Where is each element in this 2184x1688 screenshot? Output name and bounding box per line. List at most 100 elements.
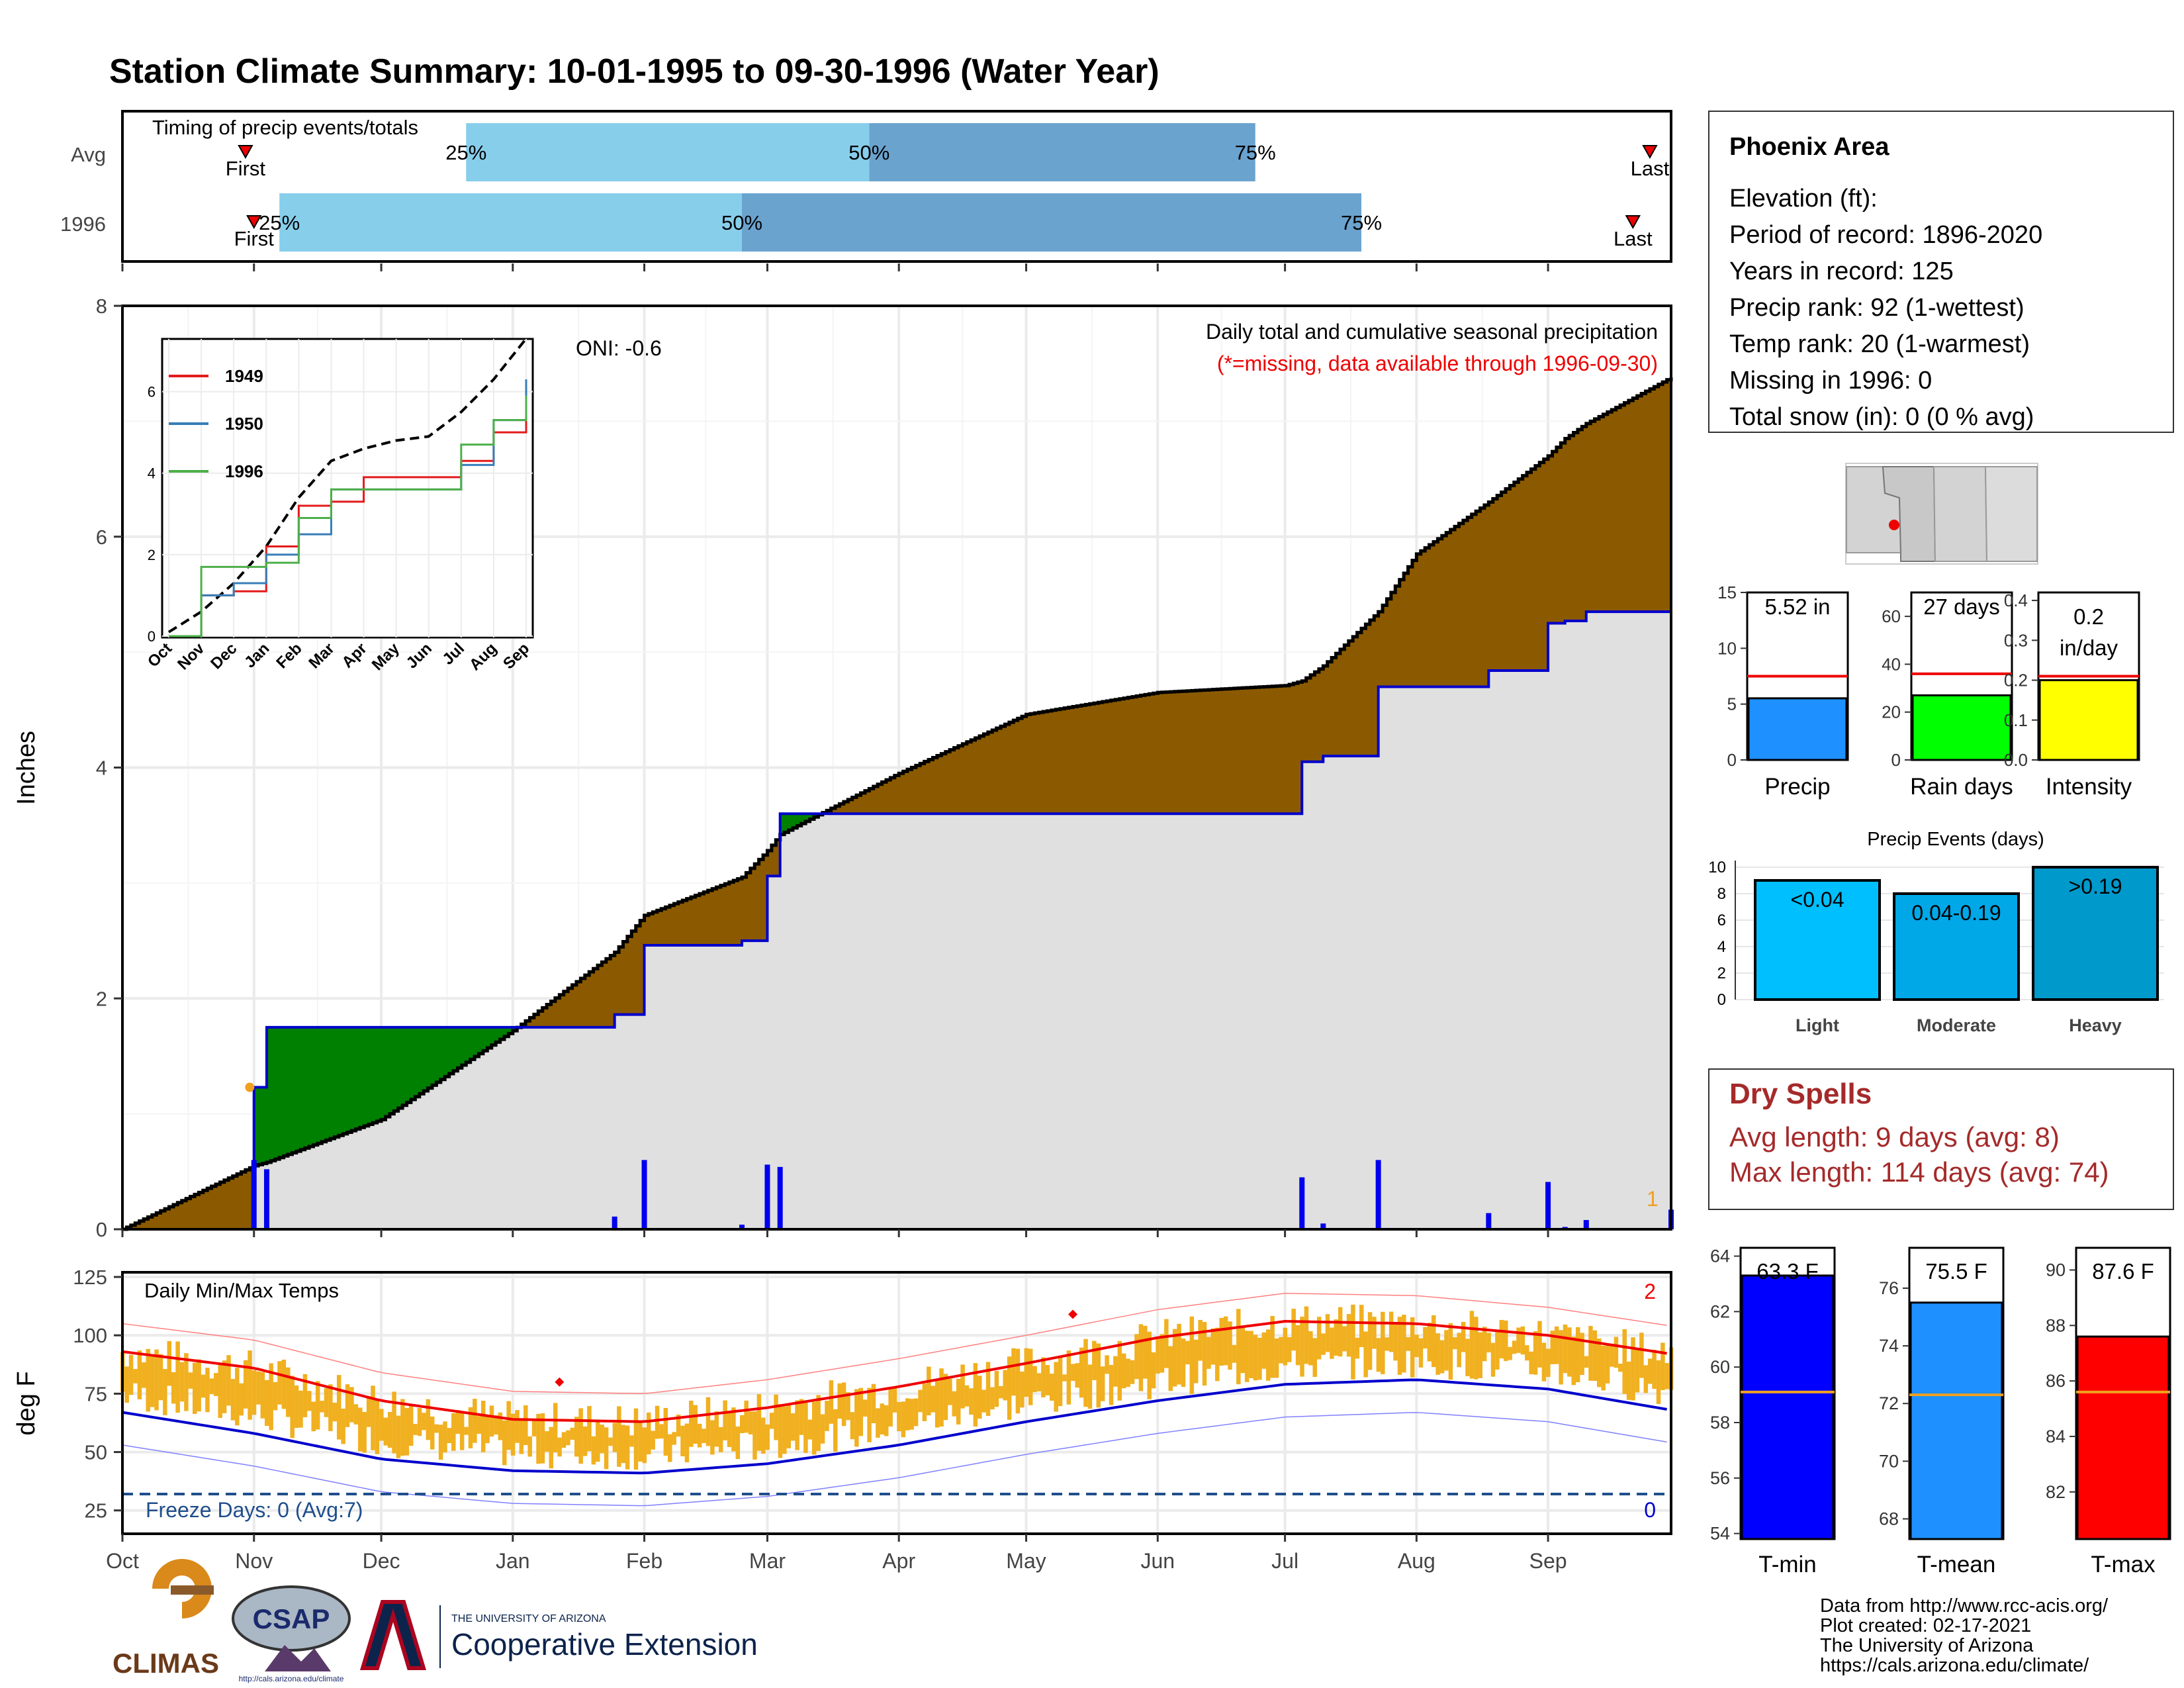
daily-temp-range-bar [1265, 1329, 1271, 1381]
mini-bar-value-label: 5.52 in [1764, 594, 1830, 619]
month-label: Sep [1529, 1549, 1567, 1573]
info-frame [1708, 111, 2174, 433]
daily-temp-range-bar [807, 1419, 813, 1440]
timing-1996-first-marker-icon [246, 215, 262, 230]
daily-temp-range-bar [498, 1412, 503, 1440]
events-bar-label: Light [1796, 1015, 1839, 1035]
daily-temp-range-bar [1096, 1343, 1101, 1408]
daily-temp-range-bar [642, 1427, 647, 1464]
mini-bar-precip [1747, 697, 1848, 761]
daily-temp-range-bar [1559, 1330, 1563, 1385]
daily-temp-range-bar [477, 1416, 482, 1434]
daily-temp-range-bar [693, 1405, 698, 1444]
daily-temp-range-bar [1622, 1329, 1627, 1394]
daily-temp-range-bar [1414, 1335, 1419, 1358]
daily-temp-range-bar [302, 1374, 308, 1417]
daily-temp-range-bar [1151, 1352, 1156, 1389]
daily-temp-range-bar [752, 1411, 757, 1460]
map-station-marker [1889, 520, 1899, 530]
daily-temp-range-bar [1160, 1334, 1165, 1373]
daily-temp-range-bar [888, 1388, 893, 1427]
daily-temp-range-bar [205, 1368, 210, 1413]
daily-temp-range-bar [1499, 1319, 1504, 1359]
events-ytick-label: 2 [1717, 964, 1726, 982]
daily-temp-range-bar [455, 1410, 460, 1434]
dry-avg-length: Avg length: 9 days (avg: 8) [1729, 1121, 2060, 1152]
month-label: May [1006, 1549, 1046, 1573]
mini-bar-label: Precip [1764, 774, 1830, 800]
timing-1996-pct-label: 25% [259, 211, 300, 234]
daily-temp-range-bar [1020, 1371, 1024, 1408]
daily-temp-range-bar [994, 1370, 999, 1407]
daily-temp-range-bar [485, 1415, 490, 1444]
daily-temp-range-bar [829, 1380, 834, 1424]
daily-temp-range-bar [1410, 1317, 1415, 1378]
daily-temp-range-bar [1342, 1326, 1347, 1352]
month-label: Apr [882, 1549, 915, 1573]
daily-temp-range-bar [1406, 1337, 1411, 1351]
daily-temp-range-bar [142, 1362, 146, 1388]
daily-temp-range-bar [404, 1407, 410, 1456]
daily-temp-range-bar [617, 1406, 621, 1467]
daily-temp-range-bar [927, 1366, 931, 1416]
inset-ytick-label: 0 [148, 628, 156, 645]
info-line: Precip rank: 92 (1-wettest) [1729, 294, 2025, 322]
daily-temp-range-bar [192, 1362, 197, 1415]
daily-temp-range-bar [1283, 1327, 1288, 1366]
precip-header: Daily total and cumulative seasonal prec… [1206, 320, 1658, 344]
daily-temp-range-bar [154, 1349, 159, 1411]
daily-temp-range-bar [557, 1437, 562, 1457]
daily-temp-range-bar [901, 1401, 906, 1438]
oni-label: ONI: -0.6 [576, 336, 662, 360]
daily-temp-range-bar [943, 1374, 948, 1421]
timing-1996-first-label: First [234, 227, 275, 250]
daily-temp-range-bar [1058, 1356, 1063, 1407]
daily-temp-range-bar [1126, 1358, 1130, 1387]
daily-temp-range-bar [307, 1391, 312, 1411]
daily-temp-range-bar [939, 1368, 944, 1427]
daily-temp-range-bar [1177, 1323, 1181, 1385]
daily-temp-range-bar [1228, 1321, 1232, 1370]
daily-temp-range-bar [239, 1383, 244, 1416]
events-bar-label: Moderate [1917, 1015, 1996, 1035]
daily-temp-range-bar [366, 1395, 371, 1427]
temp-bar-label: T-min [1758, 1552, 1817, 1577]
daily-temp-range-bar [163, 1369, 167, 1415]
daily-temp-range-bar [515, 1410, 520, 1443]
inset-frame [161, 338, 534, 639]
daily-temp-range-bar [1210, 1328, 1216, 1365]
daily-temp-range-bar [480, 1401, 486, 1452]
station-info-box: Phoenix Area Elevation (ft): Period of re… [1708, 111, 2174, 433]
precip-ytick-label: 0 [96, 1218, 107, 1241]
daily-temp-range-bar [799, 1399, 804, 1435]
daily-temp-range-bar [387, 1412, 392, 1448]
daily-temp-range-bar [1113, 1356, 1118, 1387]
dry-title: Dry Spells [1729, 1078, 1872, 1110]
daily-temp-range-bar [1567, 1327, 1572, 1377]
daily-temp-range-bar [1274, 1338, 1279, 1378]
daily-temp-range-bar [1516, 1327, 1521, 1353]
daily-temp-range-bar [1571, 1336, 1576, 1385]
daily-temp-range-bar [553, 1403, 558, 1452]
daily-temp-range-bar [519, 1419, 524, 1454]
daily-temp-range-bar [718, 1427, 723, 1452]
daily-temp-range-bar [1253, 1335, 1258, 1381]
temp-bar-ytick-label: 60 [1710, 1357, 1730, 1377]
daily-temp-range-bar [748, 1411, 753, 1434]
daily-temp-range-bar [260, 1372, 265, 1419]
daily-temp-range-bar [697, 1423, 702, 1448]
daily-temp-range-bar [1087, 1364, 1093, 1409]
ua-small-text: THE UNIVERSITY OF ARIZONA [451, 1613, 606, 1624]
daily-temp-range-bar [545, 1431, 549, 1452]
climas-bar-icon [171, 1585, 214, 1595]
daily-temp-range-bar [1346, 1314, 1351, 1357]
temp-bar-ytick-label: 70 [1879, 1451, 1899, 1471]
daily-temp-range-bar [1461, 1321, 1466, 1352]
timing-panel: 25% 50% 75% First Last 25% 50% 75% First Last Tim… [60, 110, 1672, 263]
precip-ytick-label: 8 [96, 295, 107, 318]
daily-temp-range-bar [146, 1348, 150, 1412]
daily-temp-range-bar [315, 1381, 320, 1430]
daily-temp-range-bar [786, 1405, 792, 1448]
daily-temp-range-bar [396, 1415, 401, 1458]
